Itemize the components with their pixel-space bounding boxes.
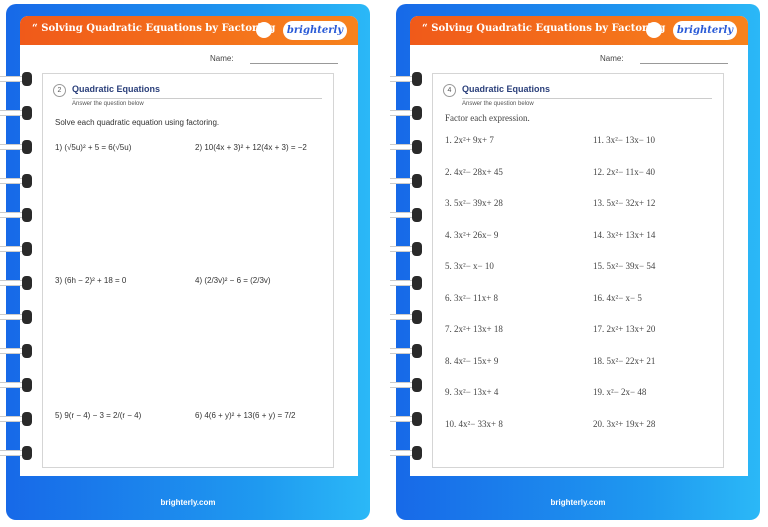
- footer-url: brighterly.com: [160, 498, 216, 507]
- section-subtitle: Answer the question below: [72, 101, 144, 107]
- section-number: 2: [53, 84, 66, 97]
- spiral-ring-icon: [390, 72, 428, 86]
- section-title: Quadratic Equations: [72, 84, 161, 94]
- spiral-ring-icon: [390, 344, 428, 358]
- spiral-ring-icon: [390, 412, 428, 426]
- worksheet-header: “ Solving Quadratic Equations by Factori…: [20, 16, 358, 45]
- problem: 3. 5x²− 39x+ 28: [445, 198, 503, 208]
- worksheet-left: “ Solving Quadratic Equations by Factori…: [0, 4, 370, 520]
- problem: 5. 3x²− x− 10: [445, 261, 494, 271]
- spiral-ring-icon: [390, 276, 428, 290]
- header-circle-icon: [646, 22, 662, 38]
- divider: [462, 98, 712, 99]
- problem: 3) (6h − 2)² + 18 = 0: [55, 276, 127, 285]
- spiral-ring-icon: [390, 140, 428, 154]
- worksheet-page: “ Solving Quadratic Equations by Factori…: [20, 16, 358, 476]
- problem: 5) 9(r − 4) − 3 = 2/(r − 4): [55, 411, 142, 420]
- spiral-ring-icon: [390, 174, 428, 188]
- problem: 12. 2x²− 11x− 40: [593, 166, 656, 177]
- question-box: 2 Quadratic Equations Answer the questio…: [42, 73, 334, 468]
- problem: 11. 3x²− 13x− 10: [593, 135, 656, 145]
- section-subtitle: Answer the question below: [462, 101, 534, 107]
- worksheet-title: “ Solving Quadratic Equations by Factori…: [422, 23, 666, 34]
- spiral-ring-icon: [0, 72, 38, 86]
- problem: 4) (2/3v)² − 6 = (2/3v): [195, 276, 271, 285]
- problem: 2) 10(4x + 3)² + 12(4x + 3) = −2: [195, 143, 307, 152]
- problem: 6) 4(6 + y)² + 13(6 + y) = 7/2: [195, 411, 296, 420]
- problem: 4. 3x²+ 26x− 9: [445, 229, 499, 240]
- spiral-ring-icon: [0, 106, 38, 120]
- problem: 13. 5x²− 32x+ 12: [593, 198, 656, 208]
- spiral-ring-icon: [0, 412, 38, 426]
- spiral-ring-icon: [0, 174, 38, 188]
- spiral-ring-icon: [390, 378, 428, 392]
- brighterly-logo: brighterly: [673, 21, 737, 40]
- name-label: Name:: [600, 54, 624, 63]
- worksheet-header: “ Solving Quadratic Equations by Factori…: [410, 16, 748, 45]
- question-box: 4 Quadratic Equations Answer the questio…: [432, 73, 724, 468]
- spiral-ring-icon: [390, 310, 428, 324]
- name-field-line: [640, 63, 728, 64]
- spiral-ring-icon: [0, 446, 38, 460]
- problem: 19. x²− 2x− 48: [593, 387, 647, 397]
- problem: 14. 3x²+ 13x+ 14: [593, 229, 656, 240]
- problem: 2. 4x²− 28x+ 45: [445, 166, 503, 177]
- worksheet-title: “ Solving Quadratic Equations by Factori…: [32, 23, 276, 34]
- spiral-ring-icon: [0, 344, 38, 358]
- section-title: Quadratic Equations: [462, 84, 551, 94]
- section-number: 4: [443, 84, 456, 97]
- brighterly-logo: brighterly: [283, 21, 347, 40]
- worksheet-right: “ Solving Quadratic Equations by Factori…: [390, 4, 760, 520]
- header-circle-icon: [256, 22, 272, 38]
- problem: 8. 4x²− 15x+ 9: [445, 355, 499, 366]
- footer-url: brighterly.com: [550, 498, 606, 507]
- instruction: Factor each expression.: [445, 113, 530, 123]
- problem: 20. 3x²+ 19x+ 28: [593, 418, 656, 429]
- problem: 1. 2x²+ 9x+ 7: [445, 135, 494, 145]
- worksheet-page: “ Solving Quadratic Equations by Factori…: [410, 16, 748, 476]
- spiral-ring-icon: [0, 276, 38, 290]
- spiral-ring-icon: [0, 310, 38, 324]
- problem: 10. 4x²− 33x+ 8: [445, 418, 503, 429]
- problem: 1) (√5u)² + 5 = 6(√5u): [55, 143, 132, 152]
- spiral-ring-icon: [390, 208, 428, 222]
- problem: 18. 5x²− 22x+ 21: [593, 355, 656, 366]
- problem: 16. 4x²− x− 5: [593, 292, 642, 303]
- problem: 17. 2x²+ 13x+ 20: [593, 324, 656, 334]
- instruction: Solve each quadratic equation using fact…: [55, 118, 220, 127]
- problem: 9. 3x²− 13x+ 4: [445, 387, 499, 397]
- divider: [72, 98, 322, 99]
- spiral-ring-icon: [0, 208, 38, 222]
- spiral-ring-icon: [0, 242, 38, 256]
- name-field-line: [250, 63, 338, 64]
- spiral-ring-icon: [390, 446, 428, 460]
- spiral-ring-icon: [390, 106, 428, 120]
- spiral-ring-icon: [0, 140, 38, 154]
- problem: 7. 2x²+ 13x+ 18: [445, 324, 503, 334]
- spiral-ring-icon: [390, 242, 428, 256]
- problem: 6. 3x²− 11x+ 8: [445, 292, 499, 303]
- problem: 15. 5x²− 39x− 54: [593, 261, 656, 271]
- name-label: Name:: [210, 54, 234, 63]
- spiral-ring-icon: [0, 378, 38, 392]
